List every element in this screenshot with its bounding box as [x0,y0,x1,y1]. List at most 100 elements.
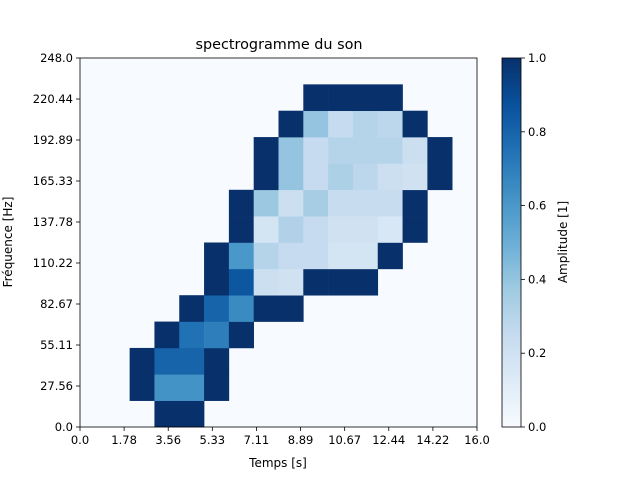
heatmap-cell [228,321,254,349]
x-tick-label: 16.0 [464,433,490,447]
colorbar-ticks: 0.0 0.2 0.4 0.6 0.8 1.0 [521,51,546,434]
y-tick-label: 165.33 [33,174,73,188]
heatmap-cell [328,242,354,270]
heatmap-cell [352,163,379,191]
heatmap-cell [253,295,279,322]
heatmap-cell [303,137,329,164]
heatmap-cell [154,374,180,401]
y-tick-label: 82.67 [40,297,73,311]
heatmap-cell [352,110,379,138]
heatmap-cell [328,110,354,138]
y-tick-label: 248.0 [40,51,73,65]
heatmap-cell [328,268,354,296]
y-tick-label: 0.0 [55,420,73,434]
heatmap-cell [204,295,230,322]
heatmap-cell [278,295,304,322]
heatmap-cell [278,216,304,243]
heatmap-cell [278,137,304,164]
heatmap-cell [278,110,304,138]
y-tick-label: 220.44 [33,92,73,106]
x-tick-label: 10.67 [328,433,361,447]
heatmap-cell [328,216,354,243]
y-axis-ticks: 0.0 27.56 55.11 82.67 110.22 137.78 165.33 192.… [33,51,80,434]
heatmap-cell [204,374,230,401]
colorbar-tick-label: 0.2 [528,346,546,360]
heatmap-cell [278,189,304,217]
heatmap-cell [228,295,254,322]
heatmap-cell [377,110,403,138]
heatmap-cell [253,242,279,270]
heatmap-cell [278,242,304,270]
x-tick-label: 1.78 [111,433,137,447]
heatmap-cell [129,374,155,401]
heatmap-cell [154,347,180,375]
x-axis-ticks: 0.0 1.78 3.56 5.33 7.11 8.89 10.67 12.44 14.22 16… [71,427,490,447]
heatmap-cell [303,242,329,270]
heatmap-cell [228,216,254,243]
heatmap-cells [129,84,453,428]
heatmap-cell [179,374,205,401]
x-tick-label: 5.33 [200,433,226,447]
heatmap-cell [377,242,403,270]
heatmap-cell [427,137,453,164]
heatmap-cell [402,163,428,191]
heatmap-cell [278,268,304,296]
y-tick-label: 27.56 [40,379,73,393]
heatmap-cell [377,84,403,112]
heatmap-cell [303,110,329,138]
colorbar-tick-label: 1.0 [528,51,546,65]
x-tick-label: 7.11 [244,433,270,447]
colorbar-tick-label: 0.4 [528,272,546,286]
heatmap-cell [253,137,279,164]
y-tick-label: 55.11 [40,338,73,352]
heatmap-cell [228,242,254,270]
heatmap-cell [129,347,155,375]
y-tick-label: 192.89 [33,133,73,147]
heatmap-cell [154,400,180,428]
x-tick-label: 12.44 [372,433,405,447]
heatmap-cell [204,321,230,349]
heatmap-cell [352,84,379,112]
x-tick-label: 0.0 [71,433,89,447]
heatmap-cell [328,137,354,164]
heatmap-cell [377,216,403,243]
colorbar [501,57,522,428]
y-axis-label: Fréquence [Hz] [1,197,15,288]
heatmap-cell [303,84,329,112]
heatmap-cell [427,163,453,191]
colorbar-label: Amplitude [1] [556,201,570,283]
heatmap-cell [377,137,403,164]
heatmap-cell [228,189,254,217]
heatmap-cell [377,163,403,191]
heatmap-cell [352,242,379,270]
heatmap-cell [179,295,205,322]
colorbar-tick-label: 0.8 [528,125,546,139]
heatmap-cell [179,400,205,428]
heatmap-cell [204,347,230,375]
heatmap-cell [352,216,379,243]
heatmap-cell [278,163,304,191]
heatmap-cell [328,163,354,191]
heatmap-cell [154,321,180,349]
heatmap-cell [303,216,329,243]
heatmap-cell [303,189,329,217]
heatmap-cell [402,137,428,164]
heatmap-cell [253,216,279,243]
heatmap-cell [179,321,205,349]
heatmap-cell [352,137,379,164]
heatmap-cell [253,163,279,191]
y-tick-label: 110.22 [33,256,73,270]
heatmap-cell [328,189,354,217]
heatmap-cell [377,189,403,217]
heatmap-cell [303,163,329,191]
heatmap-cell [402,110,428,138]
heatmap-cell [352,268,379,296]
heatmap-cell [303,268,329,296]
heatmap-cell [352,189,379,217]
x-tick-label: 14.22 [416,433,449,447]
heatmap-cell [402,189,428,217]
heatmap-cell [253,189,279,217]
heatmap-cell [204,268,230,296]
colorbar-tick-label: 0.0 [528,420,546,434]
